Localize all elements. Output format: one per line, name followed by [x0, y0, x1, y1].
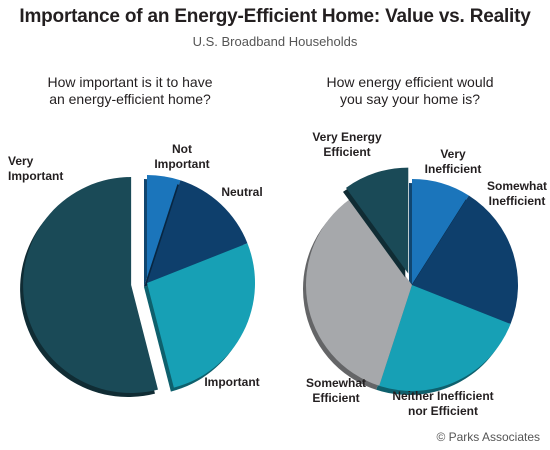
- pie-slice-very-important: [23, 177, 158, 394]
- pie-slice-important: [147, 243, 256, 388]
- slice-label: Not Important: [154, 142, 209, 171]
- chart-title: Importance of an Energy-Efficient Home: …: [19, 6, 531, 27]
- right-question-line-2: you say your home is?: [339, 91, 481, 107]
- slice-label-line: Very Energy: [312, 130, 382, 144]
- left-pie-question: How important is it to have an energy-ef…: [0, 74, 260, 108]
- chart-subtitle: U.S. Broadband Households: [192, 34, 358, 49]
- left-question-line-2: an energy-efficient home?: [49, 91, 211, 107]
- slice-label: Somewhat Efficient: [306, 376, 366, 405]
- slice-label-line: Neither Inefficient: [392, 389, 493, 403]
- pie-slice-neither-inefficient-nor-efficient: [379, 285, 511, 392]
- slice-label-line: Efficient: [323, 145, 370, 159]
- slice-label-line: Somewhat: [306, 376, 366, 390]
- slice-label: Somewhat Inefficient: [487, 179, 547, 208]
- slice-label-line: nor Efficient: [408, 404, 478, 418]
- slice-label: Neutral: [221, 185, 262, 199]
- slice-label-line: Inefficient: [489, 194, 546, 208]
- slice-label-line: Neutral: [221, 185, 262, 199]
- slice-label-line: Important: [154, 157, 209, 171]
- slice-label: Very Inefficient: [425, 147, 482, 176]
- slice-label-line: Important: [204, 375, 259, 389]
- slice-label-line: Inefficient: [425, 162, 482, 176]
- source-credit: © Parks Associates: [436, 430, 540, 444]
- pie-slice-very-inefficient: [412, 179, 469, 285]
- slice-label-line: Important: [8, 169, 63, 183]
- slice-label-line: Somewhat: [487, 179, 547, 193]
- slice-label-line: Very: [8, 154, 34, 168]
- slice-label: Very Important: [8, 154, 63, 183]
- slice-label-line: Very: [440, 147, 466, 161]
- pie-slice-very-energy-efficient: [345, 167, 409, 274]
- slice-label: Important: [204, 375, 259, 389]
- slice-label-line: Efficient: [312, 391, 359, 405]
- pie-slice-neutral: [147, 180, 248, 283]
- left-question-line-1: How important is it to have: [47, 74, 213, 90]
- slice-label-line: Not: [172, 142, 192, 156]
- right-question-line-1: How energy efficient would: [326, 74, 494, 90]
- slice-label: Neither Inefficient nor Efficient: [392, 389, 493, 418]
- pie-slice-somewhat-inefficient: [412, 195, 519, 325]
- right-pie-question: How energy efficient would you say your …: [280, 74, 540, 108]
- pie-slice-somewhat-efficient: [305, 199, 412, 386]
- slice-label: Very Energy Efficient: [312, 130, 382, 159]
